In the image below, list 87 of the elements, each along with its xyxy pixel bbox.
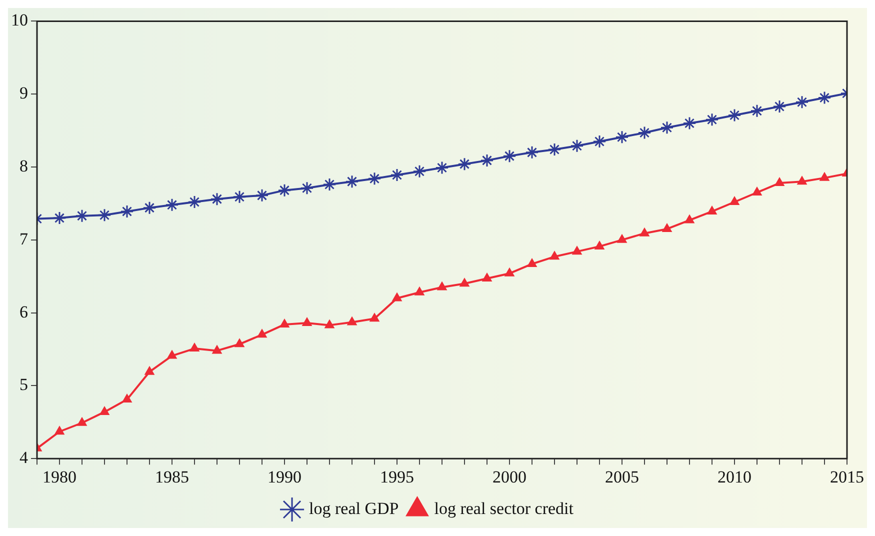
point [818, 90, 832, 104]
y-tick-label: 5 [20, 375, 28, 394]
point [615, 130, 629, 144]
point [368, 172, 382, 186]
point [640, 228, 650, 236]
point [234, 338, 244, 348]
point [75, 209, 89, 223]
point [324, 320, 334, 328]
point [210, 192, 224, 206]
point [705, 112, 719, 126]
x-tick-label: 2005 [605, 467, 639, 486]
point [752, 187, 762, 196]
point [707, 206, 717, 214]
point [480, 154, 494, 168]
point [77, 418, 87, 426]
point [390, 168, 404, 182]
point [774, 178, 784, 186]
point [592, 134, 606, 148]
x-tick-label: 1985 [155, 467, 189, 486]
point [167, 350, 177, 359]
point [414, 287, 424, 296]
legend-label: log real sector credit [434, 498, 574, 518]
point [300, 181, 314, 195]
point [458, 157, 472, 171]
point [502, 149, 516, 163]
point [190, 343, 200, 352]
point [728, 108, 742, 122]
point [412, 164, 426, 178]
point [302, 318, 312, 326]
point [370, 313, 380, 322]
point [460, 278, 470, 287]
point [345, 174, 359, 188]
point [212, 345, 222, 354]
point [797, 176, 807, 185]
legend-label: log real GDP [309, 498, 399, 518]
y-tick-label: 7 [20, 229, 28, 248]
point [527, 258, 537, 267]
point [548, 142, 562, 156]
point [638, 126, 652, 140]
point [278, 184, 292, 198]
point [255, 188, 269, 202]
point [594, 241, 604, 250]
point [347, 317, 357, 326]
point [232, 190, 246, 204]
y-tick-label: 10 [11, 10, 28, 30]
point [730, 196, 740, 205]
point [660, 120, 674, 134]
point [772, 100, 786, 114]
y-tick-label: 4 [20, 448, 28, 468]
point [504, 268, 514, 276]
point [795, 95, 809, 109]
x-tick-label: 1990 [268, 467, 302, 486]
x-tick-label: 2010 [718, 467, 752, 486]
x-tick-label: 1995 [380, 467, 414, 486]
x-tick-label: 2015 [830, 467, 864, 486]
point [617, 234, 627, 243]
x-tick-label: 1980 [42, 467, 76, 486]
point [525, 146, 539, 160]
point [144, 366, 154, 375]
point [572, 246, 582, 255]
point [684, 214, 694, 224]
y-tick-label: 6 [20, 302, 28, 322]
point [750, 104, 764, 118]
point [322, 178, 336, 192]
point [682, 116, 696, 130]
point [570, 139, 584, 153]
point [550, 251, 560, 260]
x-tick-label: 2000 [492, 467, 526, 486]
point [165, 198, 179, 212]
point [662, 224, 672, 232]
point [142, 201, 156, 215]
point [98, 208, 112, 222]
point [54, 426, 64, 435]
point [437, 282, 447, 290]
point [257, 329, 267, 338]
point [188, 195, 202, 209]
point [122, 394, 132, 403]
point [820, 172, 830, 181]
point [100, 406, 110, 415]
point [280, 319, 290, 328]
point [120, 204, 134, 218]
y-tick-label: 8 [20, 156, 28, 176]
y-tick-label: 9 [20, 84, 28, 103]
point [482, 273, 492, 282]
point [435, 160, 449, 174]
point [52, 211, 66, 225]
point [392, 292, 402, 302]
